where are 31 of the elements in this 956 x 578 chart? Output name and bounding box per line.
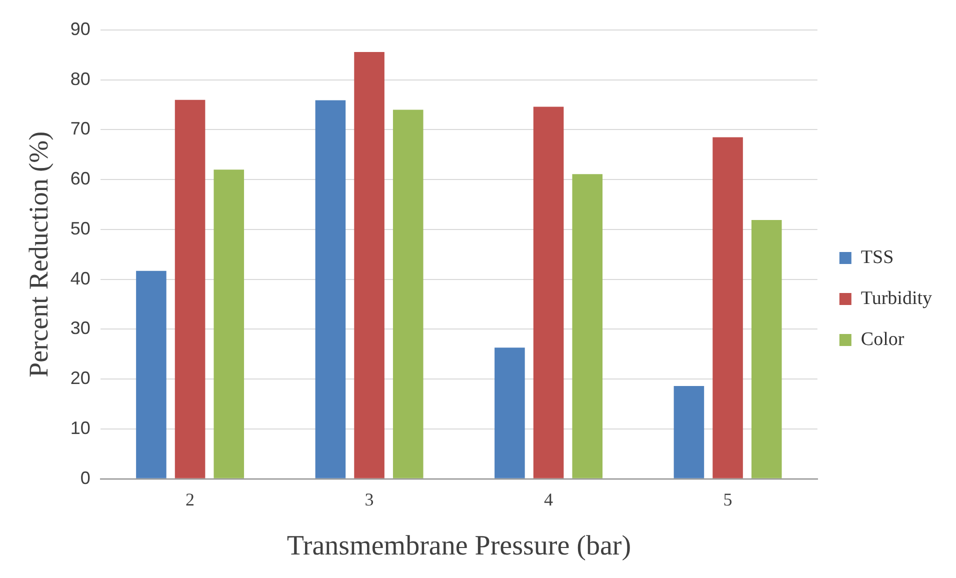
y-tick-label: 30 [70, 318, 90, 338]
bar [174, 100, 206, 478]
y-axis-title: Percent Reduction (%) [23, 131, 54, 378]
y-tick-label: 20 [70, 368, 90, 388]
bar [494, 348, 525, 478]
bar [354, 52, 384, 478]
y-tick-label: 0 [80, 468, 90, 488]
y-tick-label: 80 [70, 68, 90, 89]
bar [712, 137, 743, 478]
bar [751, 220, 782, 478]
legend-label: TSS [860, 246, 894, 268]
legend-label: Turbidity [860, 288, 932, 309]
x-tick-label: 2 [186, 489, 195, 510]
bar [392, 110, 424, 478]
bar [572, 174, 603, 478]
y-tick-label: 40 [70, 268, 90, 288]
y-tick-label: 50 [70, 218, 90, 238]
x-axis-title: Transmembrane Pressure (bar) [286, 530, 632, 562]
y-tick-label: 60 [70, 168, 90, 189]
bar [136, 270, 166, 478]
y-tick-label: 70 [70, 118, 90, 139]
bar [214, 170, 244, 478]
x-tick-label: 4 [544, 489, 554, 510]
bar [533, 106, 564, 478]
y-tick-label: 90 [70, 18, 90, 39]
bar [315, 100, 346, 478]
y-tick-label: 10 [70, 418, 90, 438]
legend-label: Color [860, 328, 905, 350]
bar [674, 386, 704, 478]
x-tick-label: 5 [723, 489, 732, 510]
x-tick-label: 3 [364, 489, 374, 510]
